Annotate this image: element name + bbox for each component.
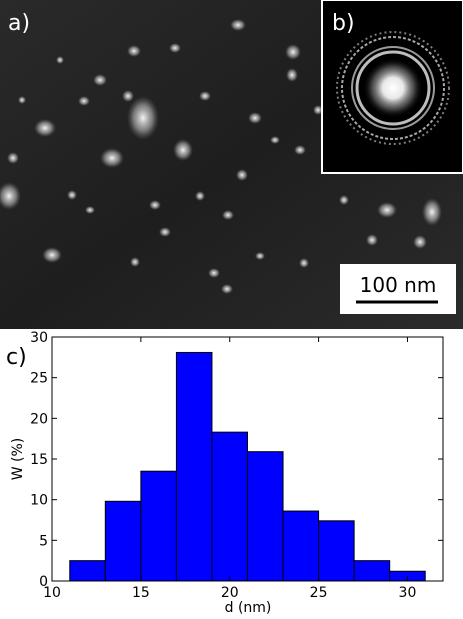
particle-12 xyxy=(93,74,107,86)
particle-29 xyxy=(130,257,140,267)
particle-38 xyxy=(149,200,161,210)
particle-6 xyxy=(7,152,19,164)
diffraction-center-glow xyxy=(363,58,423,118)
particle-5 xyxy=(34,119,56,137)
diffraction-ring-4 xyxy=(336,31,450,145)
histogram-bar-2 xyxy=(140,470,177,582)
diffraction-ring-1 xyxy=(355,50,431,126)
particle-16 xyxy=(248,112,262,124)
particle-23 xyxy=(366,234,378,246)
histogram-panel: c) 10 15 20 25 30 0 5 10 15 20 25 30 d (nm) W (%) xyxy=(6,330,444,616)
axis-ticks: 10 15 20 25 30 0 5 10 15 20 25 30 xyxy=(30,330,443,601)
particle-19 xyxy=(222,210,234,220)
y-tick-label-2: 10 xyxy=(30,493,48,509)
y-tick-label-4: 20 xyxy=(30,411,48,427)
particle-35 xyxy=(313,105,323,115)
particle-22 xyxy=(413,235,427,249)
y-tick-label-0: 0 xyxy=(39,574,48,590)
y-tick-label-6: 30 xyxy=(30,330,48,346)
histogram-bar-8 xyxy=(353,560,391,582)
particle-8 xyxy=(42,247,62,263)
scale-bar-box xyxy=(340,264,456,314)
particle-9 xyxy=(230,19,246,31)
particle-30 xyxy=(255,252,265,260)
x-tick-label-0: 10 xyxy=(43,585,61,601)
y-tick-label-5: 25 xyxy=(30,371,48,387)
particle-3 xyxy=(100,148,124,168)
histogram-bar-6 xyxy=(282,510,320,582)
histogram-bar-0 xyxy=(69,560,106,582)
particle-27 xyxy=(299,258,309,268)
histogram-bar-7 xyxy=(318,520,355,582)
tem-particles xyxy=(0,19,442,294)
particle-21 xyxy=(422,198,442,226)
particle-14 xyxy=(122,90,134,102)
x-tick-label-1: 15 xyxy=(132,585,150,601)
particle-28 xyxy=(159,227,171,237)
histogram-bars xyxy=(69,351,426,582)
histogram-bar-4 xyxy=(211,431,248,582)
diffraction-ring-2 xyxy=(351,46,435,130)
particle-36 xyxy=(270,136,280,144)
histogram-bar-3 xyxy=(175,351,213,582)
diffraction-ring-3 xyxy=(341,36,445,140)
scale-bar-label: 100 nm xyxy=(360,273,437,297)
particle-0 xyxy=(127,96,159,140)
scale-bar: 100 nm xyxy=(340,264,456,314)
panel-label-a: a) xyxy=(8,11,30,36)
particle-13 xyxy=(78,96,90,106)
panel-label-b: b) xyxy=(332,11,355,36)
particle-17 xyxy=(294,145,306,155)
y-tick-label-1: 5 xyxy=(39,533,48,549)
particle-25 xyxy=(208,268,220,278)
particle-32 xyxy=(18,96,26,104)
particle-24 xyxy=(339,195,349,205)
histogram-bar-5 xyxy=(247,451,284,582)
particle-7 xyxy=(0,182,21,210)
particle-33 xyxy=(56,56,64,64)
diffraction-inset: b) xyxy=(321,0,463,174)
particle-18 xyxy=(236,169,248,181)
particle-10 xyxy=(285,44,301,60)
particle-26 xyxy=(221,284,233,294)
particle-34 xyxy=(195,191,205,201)
particle-31 xyxy=(67,190,77,200)
particle-11 xyxy=(286,68,298,82)
particle-37 xyxy=(85,206,95,214)
histogram-bar-1 xyxy=(104,500,142,582)
y-axis-label: W (%) xyxy=(10,438,26,481)
particle-2 xyxy=(169,43,181,53)
x-tick-label-2: 20 xyxy=(221,585,239,601)
x-tick-label-4: 30 xyxy=(399,585,417,601)
particle-4 xyxy=(173,139,193,161)
panel-label-c: c) xyxy=(6,345,27,370)
x-axis-label: d (nm) xyxy=(225,600,272,616)
particle-1 xyxy=(127,45,141,57)
particle-15 xyxy=(199,91,211,101)
y-tick-label-3: 15 xyxy=(30,452,48,468)
x-tick-label-3: 25 xyxy=(310,585,328,601)
particle-20 xyxy=(377,202,397,218)
